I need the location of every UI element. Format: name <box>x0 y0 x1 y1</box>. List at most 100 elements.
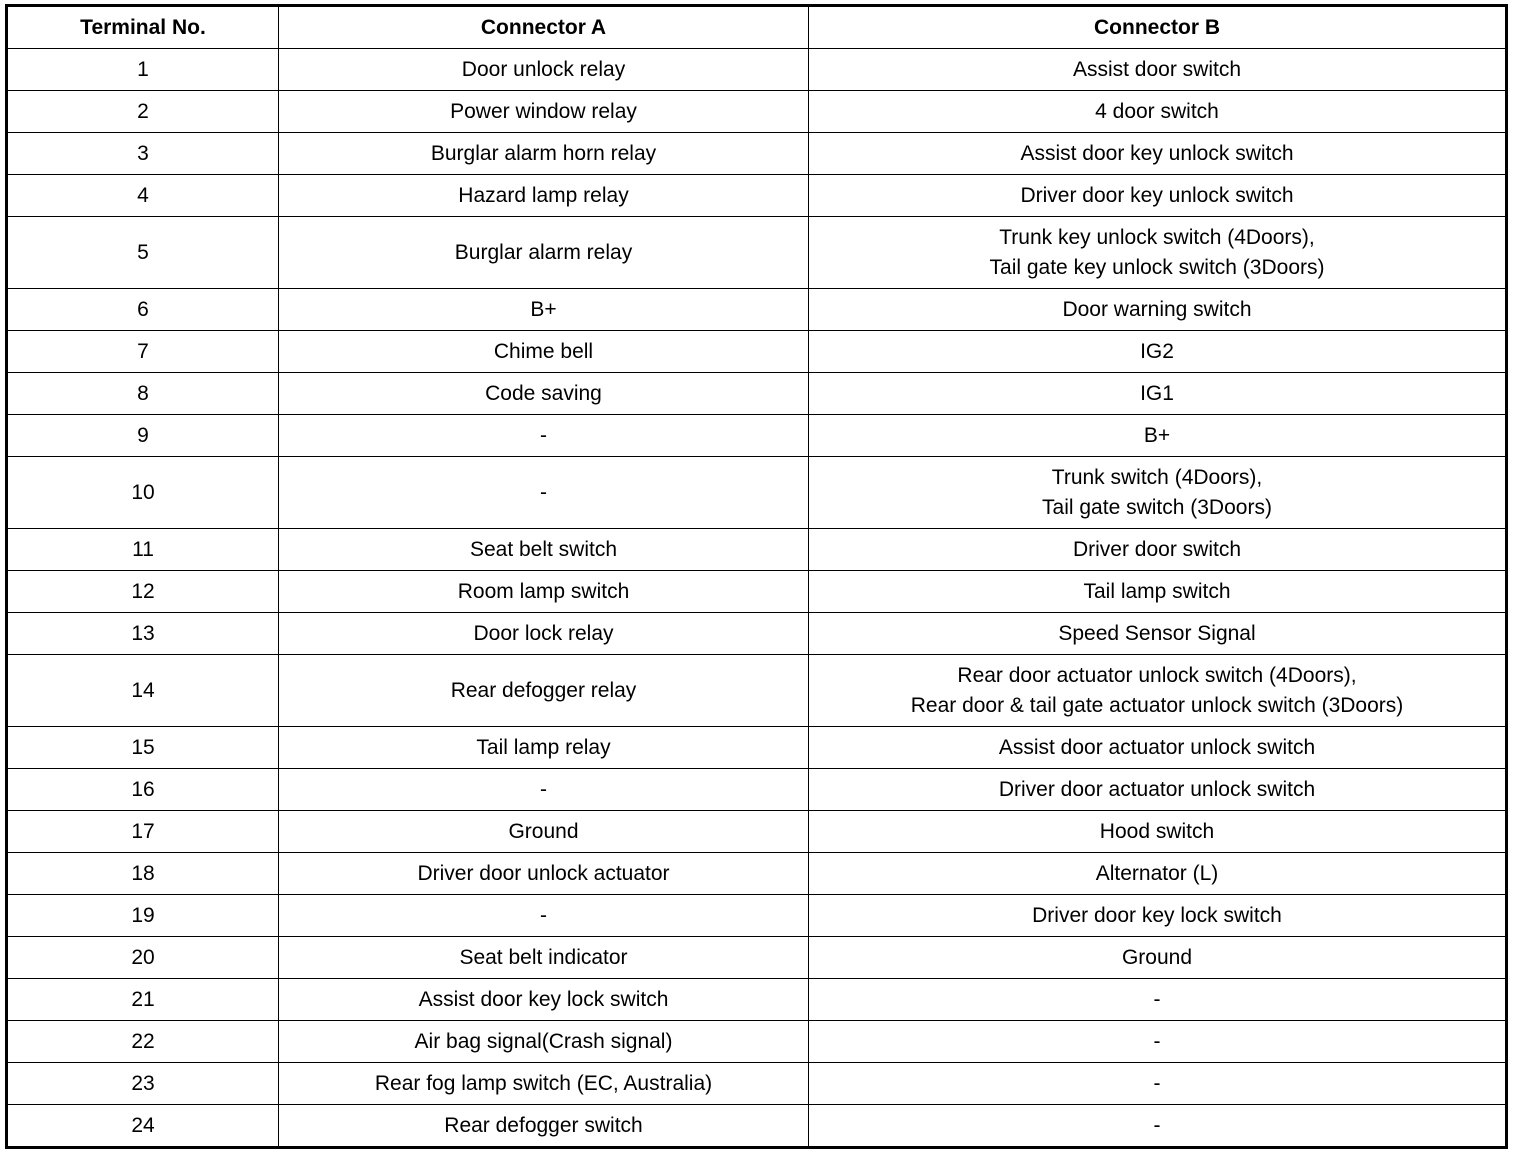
connector-a-cell: Code saving <box>278 372 809 415</box>
connector-a-cell: Air bag signal(Crash signal) <box>278 1020 809 1063</box>
terminal-no-cell: 23 <box>6 1062 279 1105</box>
connector-b-cell: IG1 <box>808 372 1507 415</box>
connector-b-cell: - <box>808 978 1507 1021</box>
table-row: 14 Rear defogger relay Rear door actuator … <box>6 654 1507 727</box>
table-row: 16- Driver door actuator unlock switch <box>6 768 1507 811</box>
connector-b-cell: Hood switch <box>808 810 1507 853</box>
terminal-no-cell: 8 <box>6 372 279 415</box>
connector-b-cell: IG2 <box>808 330 1507 373</box>
terminal-no-cell: 11 <box>6 528 279 571</box>
connector-a-cell: Rear defogger switch <box>278 1104 809 1148</box>
terminal-no-cell: 7 <box>6 330 279 373</box>
table-row: 19- Driver door key lock switch <box>6 894 1507 937</box>
connector-b-line: Alternator (L) <box>1095 861 1219 885</box>
table-row: 1 Door unlock relay Assist door switch <box>6 48 1507 91</box>
table-row: 24 Rear defogger switch - <box>6 1104 1507 1148</box>
connector-b-line: Assist door key unlock switch <box>1020 141 1294 165</box>
terminal-no-cell: 24 <box>6 1104 279 1148</box>
terminal-no-cell: 2 <box>6 90 279 133</box>
connector-a-cell: Door lock relay <box>278 612 809 655</box>
header-row: Terminal No. Connector A Connector B <box>6 5 1507 49</box>
connector-b-line: Ground <box>1121 945 1193 969</box>
connector-b-cell: Ground <box>808 936 1507 979</box>
terminal-no-cell: 4 <box>6 174 279 217</box>
terminal-no-cell: 21 <box>6 978 279 1021</box>
connector-b-cell: - <box>808 1062 1507 1105</box>
table-row: 4 Hazard lamp relay Driver door key unlock… <box>6 174 1507 217</box>
connector-b-cell: 4 door switch <box>808 90 1507 133</box>
table-row: 9- B+ <box>6 414 1507 457</box>
connector-b-line: - <box>1153 1113 1161 1137</box>
terminal-no-cell: 18 <box>6 852 279 895</box>
terminal-no-cell: 17 <box>6 810 279 853</box>
connector-b-cell: Door warning switch <box>808 288 1507 331</box>
terminal-no-cell: 13 <box>6 612 279 655</box>
connector-b-line: Speed Sensor Signal <box>1058 621 1256 645</box>
connector-b-line: Tail lamp switch <box>1083 579 1231 603</box>
connector-b-cell: - <box>808 1104 1507 1148</box>
terminal-no-cell: 22 <box>6 1020 279 1063</box>
table-row: 12 Room lamp switch Tail lamp switch <box>6 570 1507 613</box>
connector-b-line: Trunk key unlock switch (4Doors), <box>999 225 1315 249</box>
header-terminal-no: Terminal No. <box>6 5 279 49</box>
connector-b-line: Assist door actuator unlock switch <box>998 735 1316 759</box>
connector-a-cell: Power window relay <box>278 90 809 133</box>
header-connector-b: Connector B <box>808 5 1507 49</box>
terminal-no-cell: 10 <box>6 456 279 529</box>
connector-a-cell: Room lamp switch <box>278 570 809 613</box>
terminal-no-cell: 14 <box>6 654 279 727</box>
table-row: 22 Air bag signal(Crash signal) - <box>6 1020 1507 1063</box>
connector-b-line: - <box>1153 987 1161 1011</box>
connector-b-cell: Alternator (L) <box>808 852 1507 895</box>
connector-a-cell: Rear defogger relay <box>278 654 809 727</box>
connector-b-line: - <box>1153 1029 1161 1053</box>
table-row: 2 Power window relay 4 door switch <box>6 90 1507 133</box>
table-row: 7 Chime bell IG2 <box>6 330 1507 373</box>
connector-a-cell: Door unlock relay <box>278 48 809 91</box>
connector-a-cell: Burglar alarm horn relay <box>278 132 809 175</box>
table-row: 17 Ground Hood switch <box>6 810 1507 853</box>
connector-b-cell: Trunk switch (4Doors), Tail gate switch (… <box>808 456 1507 529</box>
terminal-no-cell: 12 <box>6 570 279 613</box>
table-row: 15 Tail lamp relay Assist door actuator un… <box>6 726 1507 769</box>
connector-b-line: - <box>1153 1071 1161 1095</box>
connector-a-cell: Rear fog lamp switch (EC, Australia) <box>278 1062 809 1105</box>
table-row: 3 Burglar alarm horn relay Assist door key… <box>6 132 1507 175</box>
header-connector-a: Connector A <box>278 5 809 49</box>
terminal-no-cell: 20 <box>6 936 279 979</box>
connector-b-line: Door warning switch <box>1062 297 1252 321</box>
connector-b-cell: Assist door actuator unlock switch <box>808 726 1507 769</box>
table-row: 11 Seat belt switch Driver door switch <box>6 528 1507 571</box>
connector-b-line: IG2 <box>1140 339 1174 363</box>
terminal-no-cell: 6 <box>6 288 279 331</box>
connector-b-cell: B+ <box>808 414 1507 457</box>
connector-a-cell: Assist door key lock switch <box>278 978 809 1021</box>
connector-b-line: Driver door key unlock switch <box>1020 183 1294 207</box>
table-row: 18 Driver door unlock actuator Alternator … <box>6 852 1507 895</box>
table-row: 8 Code saving IG1 <box>6 372 1507 415</box>
connector-a-cell: Ground <box>278 810 809 853</box>
connector-b-line: Tail gate switch (3Doors) <box>1042 495 1272 519</box>
connector-a-cell: Chime bell <box>278 330 809 373</box>
connector-b-line: Trunk switch (4Doors), <box>1051 465 1263 489</box>
table-row: 21 Assist door key lock switch - <box>6 978 1507 1021</box>
table-row: 23 Rear fog lamp switch (EC, Australia) - <box>6 1062 1507 1105</box>
table-row: 20 Seat belt indicator Ground <box>6 936 1507 979</box>
connector-a-cell: Driver door unlock actuator <box>278 852 809 895</box>
connector-a-cell: Hazard lamp relay <box>278 174 809 217</box>
connector-b-cell: Assist door switch <box>808 48 1507 91</box>
connector-a-cell: - <box>278 456 809 529</box>
terminal-table: Terminal No. Connector A Connector B 1 Do… <box>5 4 1508 1149</box>
terminal-no-cell: 19 <box>6 894 279 937</box>
connector-b-cell: Driver door actuator unlock switch <box>808 768 1507 811</box>
connector-b-line: Rear door & tail gate actuator unlock sw… <box>910 693 1404 717</box>
connector-b-cell: Driver door switch <box>808 528 1507 571</box>
connector-b-line: Tail gate key unlock switch (3Doors) <box>989 255 1325 279</box>
connector-b-line: B+ <box>1143 423 1171 447</box>
connector-b-line: 4 door switch <box>1095 99 1219 123</box>
connector-a-cell: Seat belt indicator <box>278 936 809 979</box>
table-row: 13 Door lock relay Speed Sensor Signal <box>6 612 1507 655</box>
connector-a-cell: Tail lamp relay <box>278 726 809 769</box>
connector-b-line: Rear door actuator unlock switch (4Doors… <box>957 663 1357 687</box>
connector-a-cell: B+ <box>278 288 809 331</box>
